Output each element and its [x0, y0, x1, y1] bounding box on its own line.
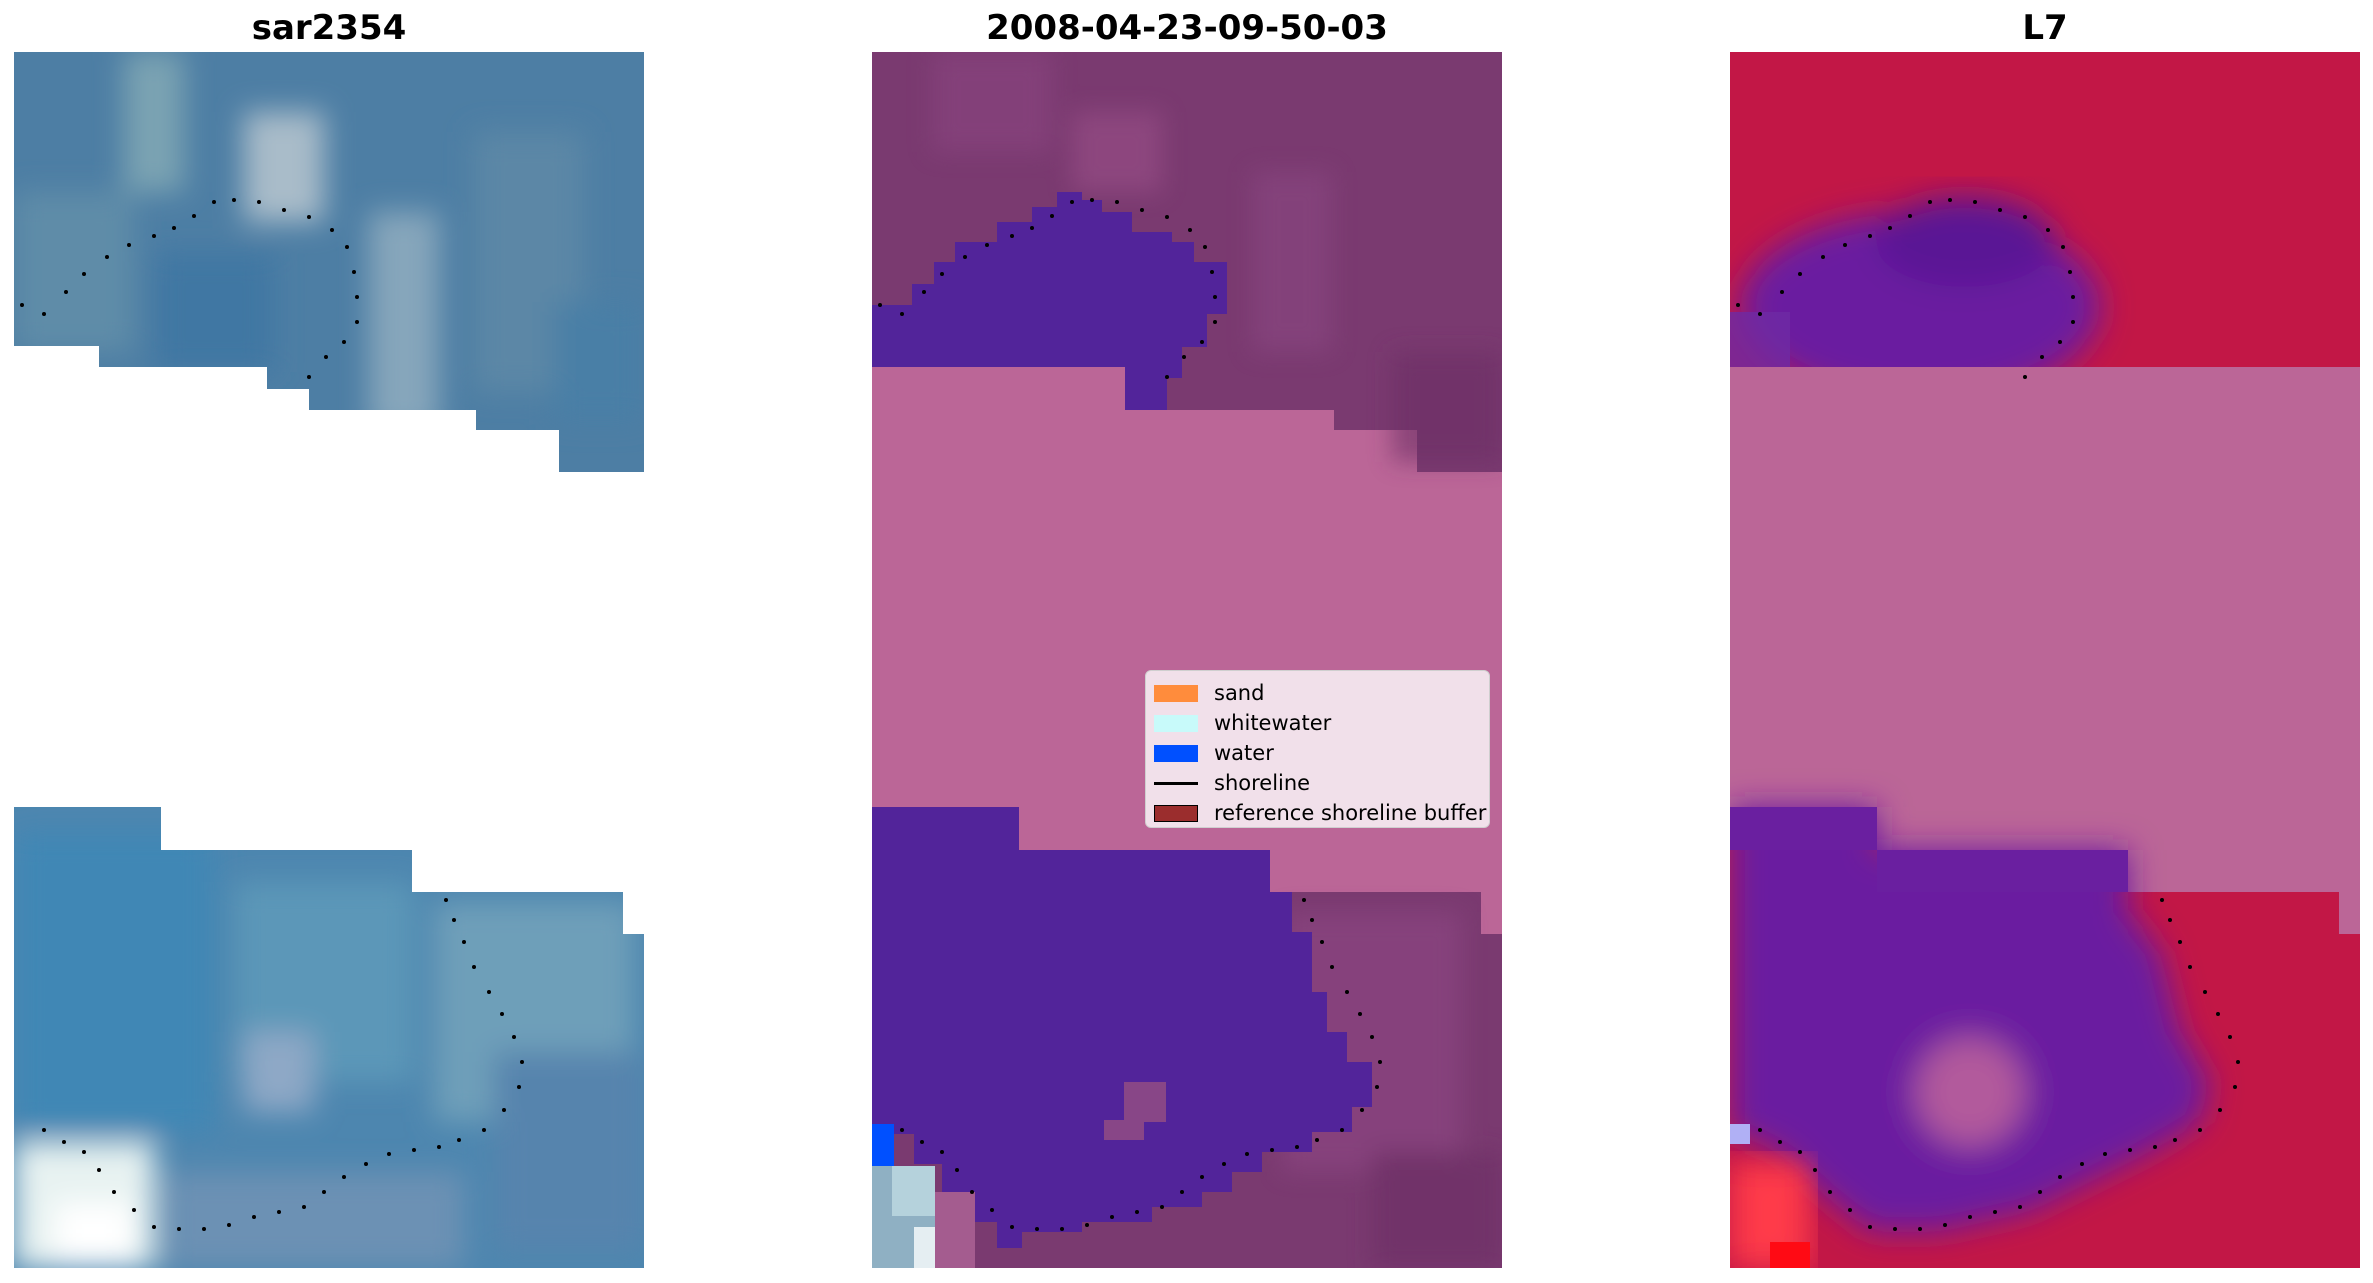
- legend: sand whitewater water shoreline referenc…: [1145, 670, 1490, 828]
- whitewater-swatch: [1154, 714, 1198, 732]
- panel-title-mndwi: L7: [2022, 8, 2068, 48]
- shoreline-dots: [878, 198, 1382, 1231]
- legend-item-reference-buffer: reference shoreline buffer: [1154, 799, 1486, 827]
- panel-title-classified: 2008-04-23-09-50-03: [986, 8, 1388, 48]
- rgb-image: [14, 52, 644, 1268]
- legend-label: whitewater: [1214, 711, 1332, 735]
- legend-label: water: [1214, 741, 1274, 765]
- shoreline-line-swatch: [1154, 781, 1198, 785]
- legend-item-water: water: [1154, 739, 1274, 767]
- classified-image: [872, 52, 1502, 1268]
- legend-item-whitewater: whitewater: [1154, 709, 1331, 737]
- classified-image-panel: [872, 52, 1502, 1268]
- mndwi-image: [1730, 52, 2360, 1268]
- shoreline-dots: [1736, 198, 2240, 1231]
- sand-swatch: [1154, 684, 1198, 702]
- water-swatch: [1154, 744, 1198, 762]
- legend-item-sand: sand: [1154, 679, 1264, 707]
- shoreline-dots: [20, 198, 524, 1231]
- legend-item-shoreline: shoreline: [1154, 769, 1310, 797]
- legend-label: reference shoreline buffer: [1214, 801, 1487, 825]
- panel-title-rgb: sar2354: [251, 8, 407, 48]
- legend-label: shoreline: [1214, 771, 1311, 795]
- legend-label: sand: [1214, 681, 1265, 705]
- mndwi-image-panel: [1730, 52, 2360, 1268]
- reference-buffer-swatch: [1154, 804, 1198, 822]
- rgb-image-panel: [14, 52, 644, 1268]
